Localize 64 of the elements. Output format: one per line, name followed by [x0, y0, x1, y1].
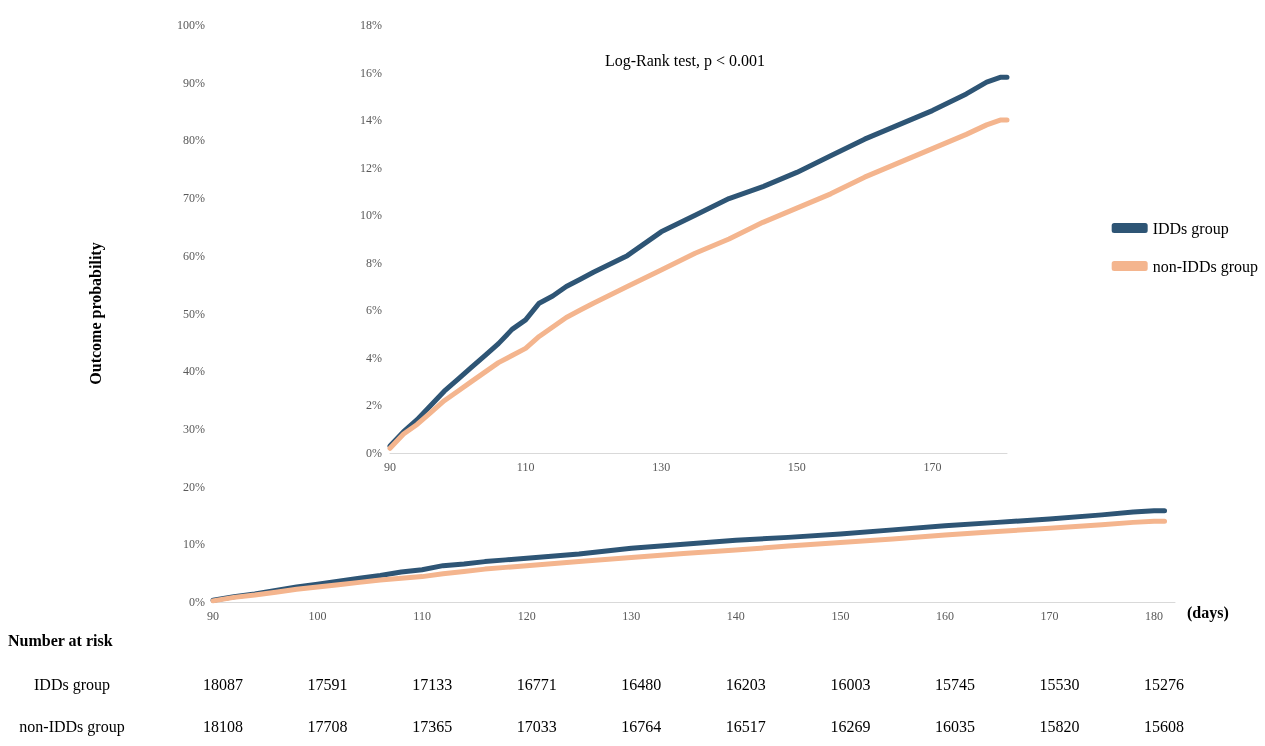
text: 16003	[830, 675, 871, 693]
text: 16517	[725, 717, 766, 735]
x-tick-label: 170	[1040, 609, 1059, 623]
x-tick-label: 130	[622, 609, 641, 623]
y-tick-label: 4%	[366, 350, 382, 365]
y-tick-label: 18%	[360, 18, 382, 32]
y-tick-label: 40%	[183, 364, 205, 379]
y-tick-label: 10%	[360, 208, 382, 223]
x-tick-label: 90	[384, 460, 396, 474]
y-tick-label: 0%	[366, 446, 382, 460]
x-tick-label: 130	[652, 460, 671, 474]
text: IDDs group	[34, 675, 110, 694]
text: 16764	[621, 717, 662, 735]
text: 15608	[1144, 717, 1185, 735]
x-axis-title: (days)	[1187, 603, 1229, 622]
y-tick-label: 70%	[183, 191, 205, 206]
text: 17708	[307, 717, 348, 735]
y-tick-label: 60%	[183, 248, 205, 263]
y-tick-label: 100%	[177, 18, 205, 32]
y-tick-label: 10%	[183, 537, 205, 552]
legend-label: IDDs group	[1152, 219, 1229, 238]
text: 15276	[1144, 675, 1185, 693]
x-tick-label: 110	[413, 609, 431, 623]
x-tick-label: 150	[831, 609, 850, 623]
x-tick-label: 90	[207, 609, 219, 623]
annotation: Log-Rank test, p < 0.001	[604, 51, 766, 70]
text: 17033	[516, 717, 557, 735]
legend-label: non-IDDs group	[1152, 257, 1259, 276]
y-tick-label: 90%	[183, 75, 205, 90]
y-tick-label: 8%	[366, 255, 382, 270]
x-tick-label: 100	[308, 609, 327, 623]
x-tick-label: 170	[923, 460, 942, 474]
text: 16771	[516, 675, 557, 693]
x-tick-label: 140	[726, 609, 745, 623]
text: 15820	[1039, 717, 1080, 735]
y-tick-label: 0%	[189, 595, 205, 609]
text: 18108	[203, 717, 243, 735]
text: 18087	[203, 675, 243, 693]
y-tick-label: 2%	[366, 398, 382, 413]
text: 15745	[934, 675, 975, 693]
text: non-IDDs group	[19, 717, 125, 736]
text: 16480	[621, 675, 662, 693]
x-tick-label: 160	[935, 609, 954, 623]
x-tick-label: 110	[516, 460, 535, 474]
text: Number at risk	[8, 631, 113, 649]
y-axis-title: Outcome probability	[86, 242, 105, 385]
text: 17133	[412, 675, 453, 693]
y-tick-label: 80%	[183, 133, 205, 148]
text: 16269	[830, 717, 871, 735]
x-tick-label: 120	[517, 609, 536, 623]
x-tick-label: 180	[1145, 609, 1164, 623]
text: 17591	[307, 675, 348, 693]
y-tick-label: 6%	[366, 303, 382, 318]
text: 17365	[412, 717, 453, 735]
y-tick-label: 50%	[183, 306, 205, 321]
text: 15530	[1039, 675, 1080, 693]
text: 16035	[934, 717, 975, 735]
y-tick-label: 30%	[183, 421, 205, 436]
x-tick-label: 150	[787, 460, 806, 474]
y-tick-label: 16%	[360, 65, 382, 80]
y-tick-label: 12%	[360, 160, 382, 175]
y-tick-label: 20%	[183, 479, 205, 494]
text: 16203	[725, 675, 766, 693]
y-tick-label: 14%	[360, 113, 382, 128]
